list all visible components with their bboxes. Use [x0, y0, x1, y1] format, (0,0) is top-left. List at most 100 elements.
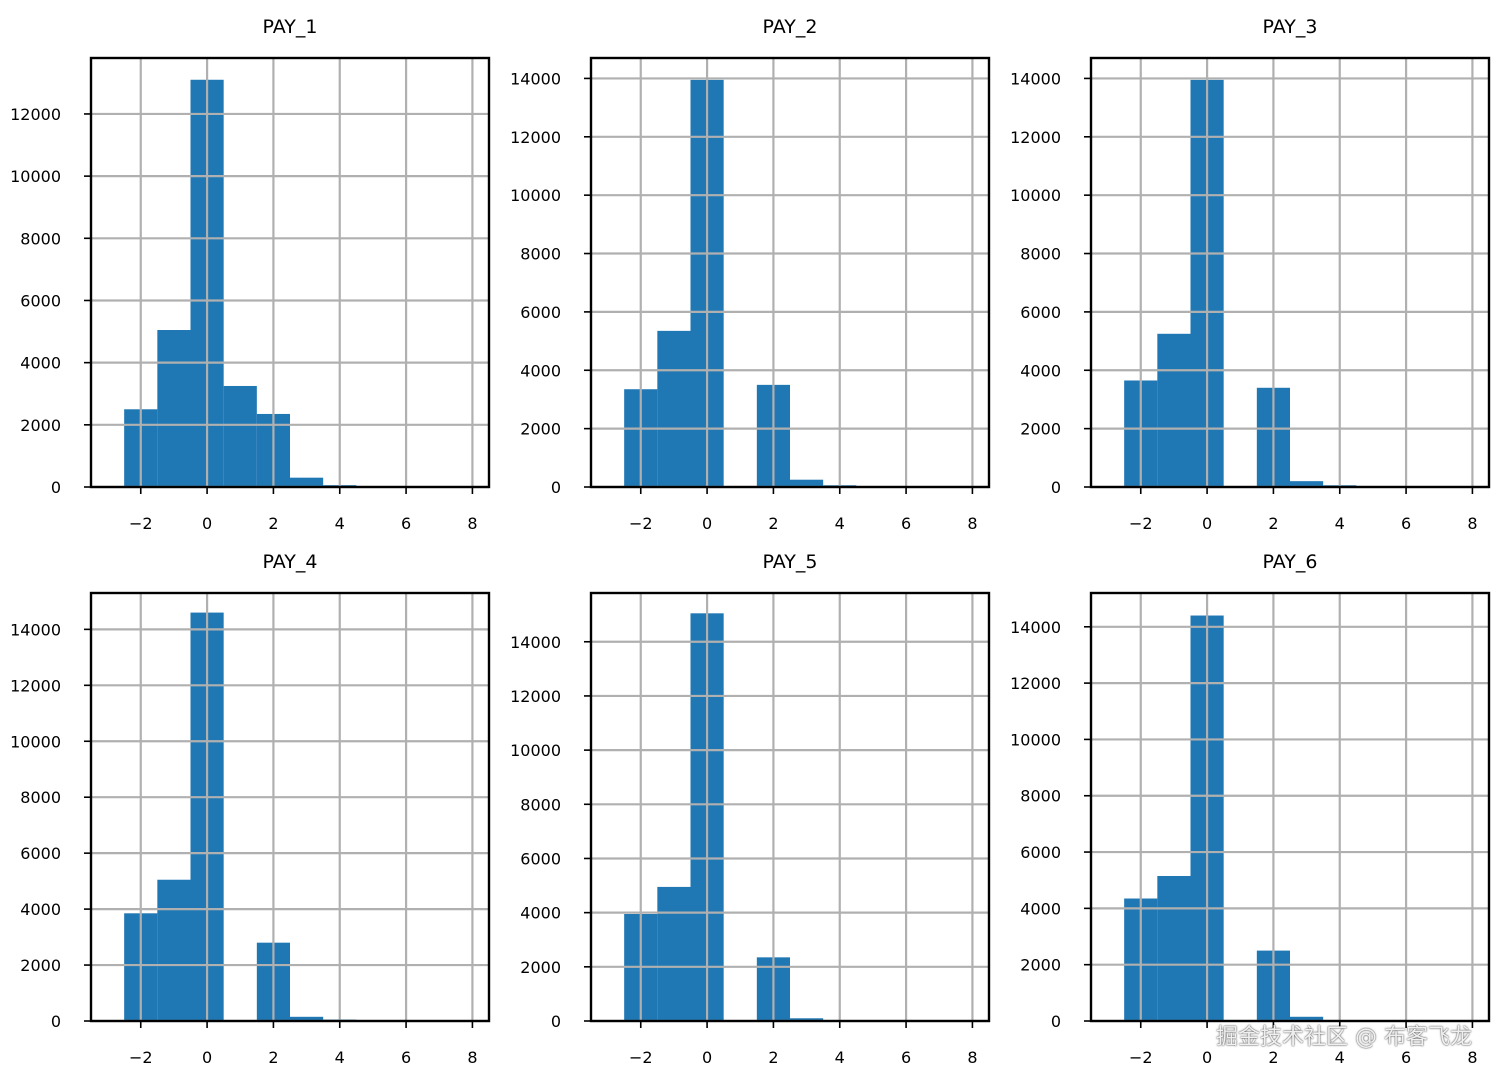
y-tick-label: 10000 [10, 732, 61, 751]
x-tick-label: −2 [1129, 514, 1153, 533]
y-tick-label: 2000 [1020, 420, 1061, 439]
x-tick-label: 4 [335, 1048, 345, 1067]
y-tick-label: 12000 [510, 687, 561, 706]
x-tick-label: 4 [335, 514, 345, 533]
histogram-bar [657, 330, 691, 487]
y-tick-label: 6000 [520, 849, 561, 868]
axes-frame [89, 56, 491, 489]
x-tick-label: 4 [1335, 1048, 1345, 1067]
axes-frame [589, 591, 991, 1023]
x-tick-label: 6 [401, 514, 411, 533]
y-tick-label: 4000 [20, 900, 61, 919]
y-tick-label: 14000 [510, 69, 561, 88]
x-tick-label: −2 [1129, 1048, 1153, 1067]
x-tick-label: −2 [129, 1048, 153, 1067]
y-tick-label: 0 [1051, 1012, 1061, 1031]
y-tick-label: 0 [551, 478, 561, 497]
y-tick-label: 8000 [520, 795, 561, 814]
histogram-bar [223, 385, 257, 487]
x-tick-label: 6 [1401, 1048, 1411, 1067]
axes-frame [89, 591, 491, 1023]
histogram-bar [1290, 1016, 1324, 1021]
x-tick-label: −2 [629, 1048, 653, 1067]
y-tick-label: 2000 [20, 416, 61, 435]
x-tick-label: 0 [202, 1048, 212, 1067]
y-tick-label: 12000 [1010, 128, 1061, 147]
histogram-bar [157, 330, 191, 487]
y-tick-label: 8000 [20, 229, 61, 248]
y-tick-label: 14000 [1010, 618, 1061, 637]
y-tick-label: 12000 [10, 676, 61, 695]
axes-frame [1089, 591, 1491, 1023]
x-tick-label: 8 [967, 1048, 977, 1067]
x-tick-label: 0 [702, 1048, 712, 1067]
x-tick-label: −2 [629, 514, 653, 533]
y-tick-label: 0 [551, 1012, 561, 1031]
x-tick-label: 8 [1467, 514, 1477, 533]
subplot-pay-4: PAY_4 −2 0 2 4 6 8 0 2000 4000 6000 8000 10000 12000 1… [10, 551, 491, 1067]
histogram-bar [1157, 333, 1191, 487]
subplot-pay-3: PAY_3 −2 0 2 4 6 8 0 2000 4000 6000 8000 10000 12000 1… [1010, 16, 1491, 533]
y-tick-label: 12000 [510, 128, 561, 147]
subplot-pay-5: PAY_5 −2 0 2 4 6 8 0 2000 4000 6000 8000 10000 12000 1… [510, 551, 991, 1067]
y-tick-label: 8000 [20, 788, 61, 807]
y-tick-label: 4000 [520, 361, 561, 380]
axes-frame [1089, 56, 1491, 489]
x-tick-label: 8 [467, 1048, 477, 1067]
x-tick-label: 2 [1268, 1048, 1278, 1067]
x-tick-label: −2 [129, 514, 153, 533]
y-tick-label: 0 [1051, 478, 1061, 497]
y-tick-label: 6000 [20, 291, 61, 310]
y-tick-label: 10000 [1010, 186, 1061, 205]
y-tick-label: 10000 [10, 167, 61, 186]
subplot-title: PAY_4 [263, 551, 318, 573]
y-tick-label: 10000 [510, 741, 561, 760]
histogram-bar [1157, 875, 1191, 1021]
x-tick-label: 6 [901, 1048, 911, 1067]
y-tick-label: 2000 [1020, 956, 1061, 975]
x-tick-label: 2 [768, 514, 778, 533]
subplot-pay-6: PAY_6 −2 0 2 4 6 8 0 2000 4000 6000 8000 10000 12000 1… [1010, 551, 1491, 1067]
y-tick-label: 12000 [10, 105, 61, 124]
y-tick-label: 2000 [20, 956, 61, 975]
histogram-bar [157, 879, 191, 1021]
y-tick-label: 14000 [510, 633, 561, 652]
x-tick-label: 0 [702, 514, 712, 533]
x-tick-label: 6 [401, 1048, 411, 1067]
y-tick-label: 10000 [510, 186, 561, 205]
y-tick-label: 4000 [520, 904, 561, 923]
subplot-title: PAY_3 [1263, 16, 1318, 38]
x-tick-label: 2 [768, 1048, 778, 1067]
y-tick-label: 8000 [1020, 787, 1061, 806]
subplot-title: PAY_2 [763, 16, 818, 38]
y-tick-label: 2000 [520, 958, 561, 977]
y-tick-label: 4000 [1020, 361, 1061, 380]
x-tick-label: 2 [268, 514, 278, 533]
watermark: 掘金技术社区 @ 布客飞龙 [1216, 1025, 1472, 1050]
subplot-title: PAY_1 [263, 16, 318, 38]
y-tick-label: 8000 [520, 245, 561, 264]
histogram-bar [790, 1018, 824, 1021]
x-tick-label: 8 [967, 514, 977, 533]
y-tick-label: 12000 [1010, 674, 1061, 693]
x-tick-label: 4 [835, 514, 845, 533]
x-tick-label: 0 [202, 514, 212, 533]
x-tick-label: 4 [835, 1048, 845, 1067]
y-tick-label: 0 [51, 478, 61, 497]
histogram-bar [290, 1016, 324, 1021]
y-tick-label: 0 [51, 1012, 61, 1031]
x-tick-label: 0 [1202, 1048, 1212, 1067]
subplot-pay-1: PAY_1 −2 0 2 4 6 8 0 2000 4000 6000 8000 10000 12000 [10, 16, 491, 533]
histogram-bar [657, 886, 691, 1021]
y-tick-label: 14000 [1010, 69, 1061, 88]
y-tick-label: 4000 [1020, 899, 1061, 918]
subplot-title: PAY_6 [1263, 551, 1318, 573]
y-tick-label: 6000 [1020, 843, 1061, 862]
x-tick-label: 8 [467, 514, 477, 533]
subplot-pay-2: PAY_2 −2 0 2 4 6 8 0 2000 4000 6000 8000 10000 12000 1… [510, 16, 991, 533]
x-tick-label: 8 [1467, 1048, 1477, 1067]
histogram-bar [1290, 481, 1324, 487]
y-tick-label: 6000 [20, 844, 61, 863]
y-tick-label: 6000 [520, 303, 561, 322]
